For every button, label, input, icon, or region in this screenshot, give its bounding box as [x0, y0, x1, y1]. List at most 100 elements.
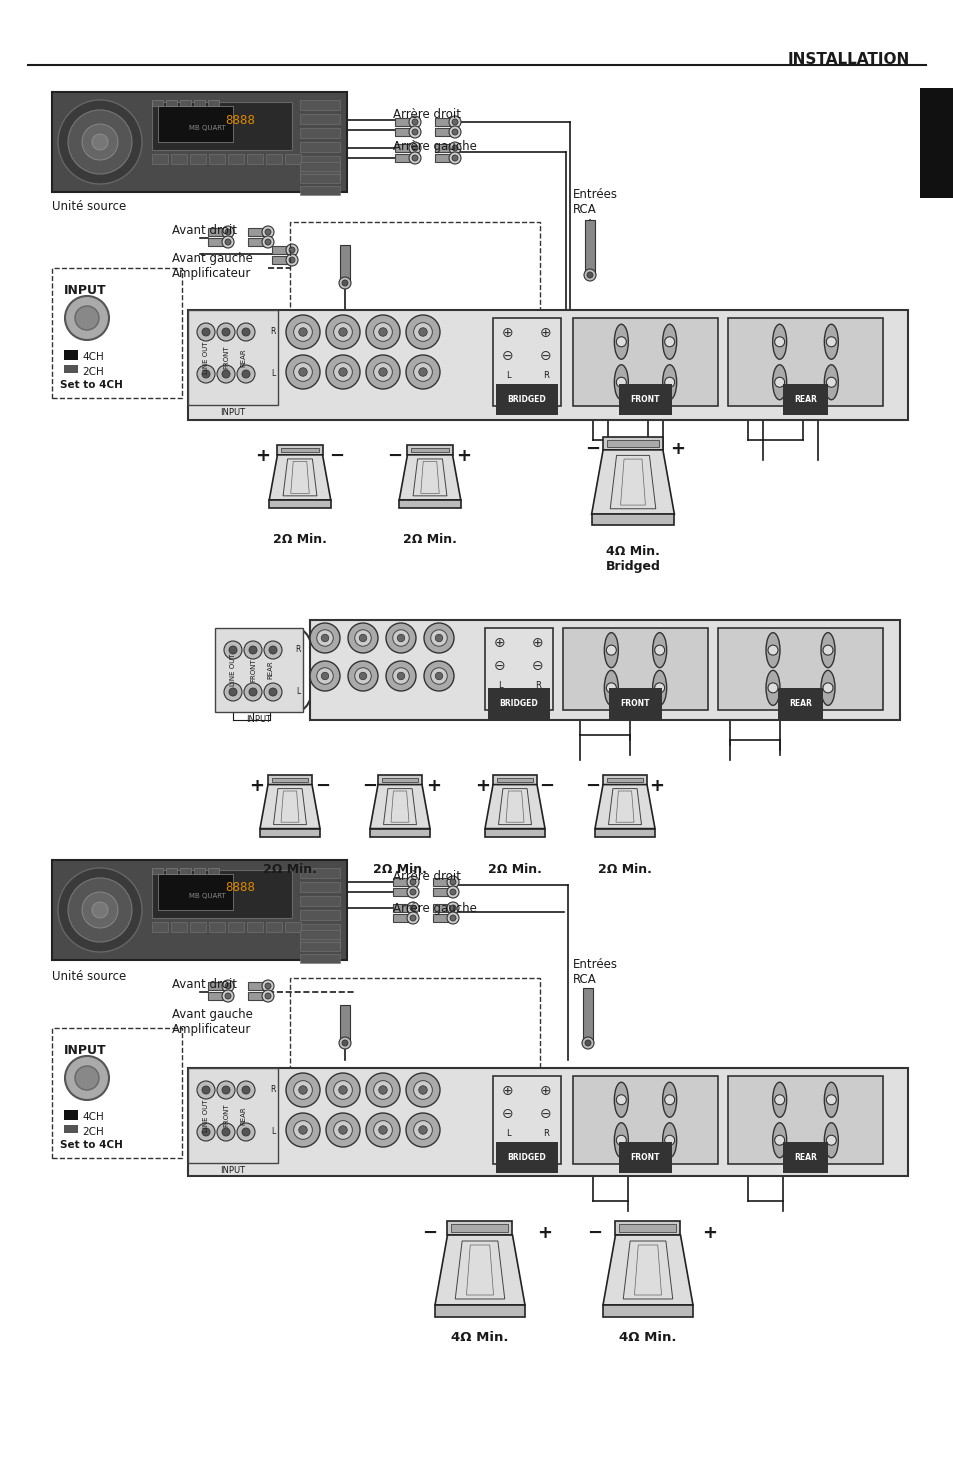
Text: 4Ω Min.: 4Ω Min.: [451, 1330, 508, 1344]
Bar: [299, 162, 339, 171]
Bar: [310, 620, 899, 720]
Circle shape: [236, 323, 254, 341]
Bar: [193, 100, 205, 106]
Bar: [299, 170, 339, 180]
Text: Arrère gauche: Arrère gauche: [393, 903, 476, 914]
Text: 8888: 8888: [225, 114, 254, 127]
Text: +: +: [426, 777, 441, 795]
Circle shape: [450, 879, 456, 885]
Circle shape: [410, 906, 416, 912]
Text: FRONT: FRONT: [630, 1153, 659, 1162]
Circle shape: [269, 646, 276, 653]
Ellipse shape: [821, 633, 834, 668]
Bar: [606, 777, 642, 782]
Text: ⊕: ⊕: [501, 1084, 514, 1097]
Text: Arrère gauche: Arrère gauche: [393, 140, 476, 153]
Ellipse shape: [823, 324, 838, 360]
Circle shape: [767, 645, 778, 655]
Circle shape: [435, 634, 442, 642]
Bar: [299, 142, 339, 152]
Circle shape: [224, 642, 242, 659]
Bar: [158, 875, 233, 910]
Circle shape: [396, 634, 404, 642]
Text: −: −: [585, 777, 600, 795]
Circle shape: [91, 903, 108, 917]
Ellipse shape: [772, 324, 786, 360]
Circle shape: [202, 327, 210, 336]
Circle shape: [68, 111, 132, 174]
Circle shape: [418, 1125, 427, 1134]
Text: −: −: [387, 447, 402, 465]
Text: Set to 4CH: Set to 4CH: [60, 381, 123, 389]
Circle shape: [359, 634, 366, 642]
Bar: [152, 153, 168, 164]
Bar: [188, 310, 907, 420]
Circle shape: [418, 367, 427, 376]
Text: Amplificateur: Amplificateur: [172, 1024, 251, 1035]
Bar: [180, 100, 191, 106]
Bar: [595, 829, 655, 836]
Text: Set to 4CH: Set to 4CH: [60, 1140, 123, 1150]
Circle shape: [249, 687, 256, 696]
Bar: [562, 628, 707, 709]
Circle shape: [825, 1136, 836, 1145]
Circle shape: [298, 1125, 307, 1134]
Bar: [248, 982, 266, 990]
Bar: [209, 922, 225, 932]
Bar: [285, 153, 301, 164]
Circle shape: [298, 367, 307, 376]
Bar: [299, 186, 339, 195]
Circle shape: [386, 661, 416, 690]
Text: INPUT: INPUT: [64, 1044, 107, 1058]
Bar: [407, 445, 452, 454]
Circle shape: [359, 673, 366, 680]
Text: R: R: [542, 372, 548, 381]
Circle shape: [265, 239, 271, 245]
Bar: [208, 993, 226, 1000]
Polygon shape: [260, 785, 319, 829]
Circle shape: [418, 1086, 427, 1094]
Circle shape: [294, 1081, 312, 1099]
Text: INSTALLATION: INSTALLATION: [787, 52, 909, 66]
Text: +: +: [475, 777, 490, 795]
Polygon shape: [602, 1235, 692, 1305]
Circle shape: [82, 124, 118, 159]
Circle shape: [767, 683, 778, 693]
Bar: [193, 867, 205, 875]
Bar: [299, 100, 339, 111]
Text: Entrées
RCA: Entrées RCA: [573, 957, 618, 985]
Circle shape: [294, 1121, 312, 1139]
Circle shape: [286, 316, 319, 350]
Text: FRONT: FRONT: [223, 345, 229, 369]
Bar: [64, 350, 78, 360]
Bar: [602, 1305, 692, 1317]
Circle shape: [298, 327, 307, 336]
Polygon shape: [513, 386, 540, 398]
Ellipse shape: [823, 364, 838, 400]
Circle shape: [216, 364, 234, 384]
Circle shape: [286, 243, 297, 257]
Circle shape: [664, 1136, 674, 1145]
Text: ⊕: ⊕: [539, 326, 551, 341]
Circle shape: [262, 226, 274, 237]
Circle shape: [414, 363, 432, 382]
Circle shape: [407, 876, 418, 888]
Text: +: +: [250, 777, 264, 795]
Circle shape: [654, 683, 664, 693]
Text: Entrées
RCA: Entrées RCA: [573, 187, 618, 215]
Text: 8888: 8888: [225, 882, 254, 894]
Circle shape: [409, 117, 420, 128]
Circle shape: [452, 119, 457, 125]
Circle shape: [338, 1086, 347, 1094]
Text: REAR: REAR: [240, 1106, 246, 1125]
Ellipse shape: [662, 1122, 676, 1158]
Bar: [208, 229, 226, 236]
Text: R: R: [535, 681, 540, 690]
Bar: [52, 91, 347, 192]
Text: +: +: [670, 440, 685, 459]
Circle shape: [224, 683, 242, 701]
Text: +: +: [456, 447, 471, 465]
Text: 2Ω Min.: 2Ω Min.: [263, 863, 316, 876]
Bar: [602, 437, 662, 450]
Bar: [188, 310, 277, 406]
